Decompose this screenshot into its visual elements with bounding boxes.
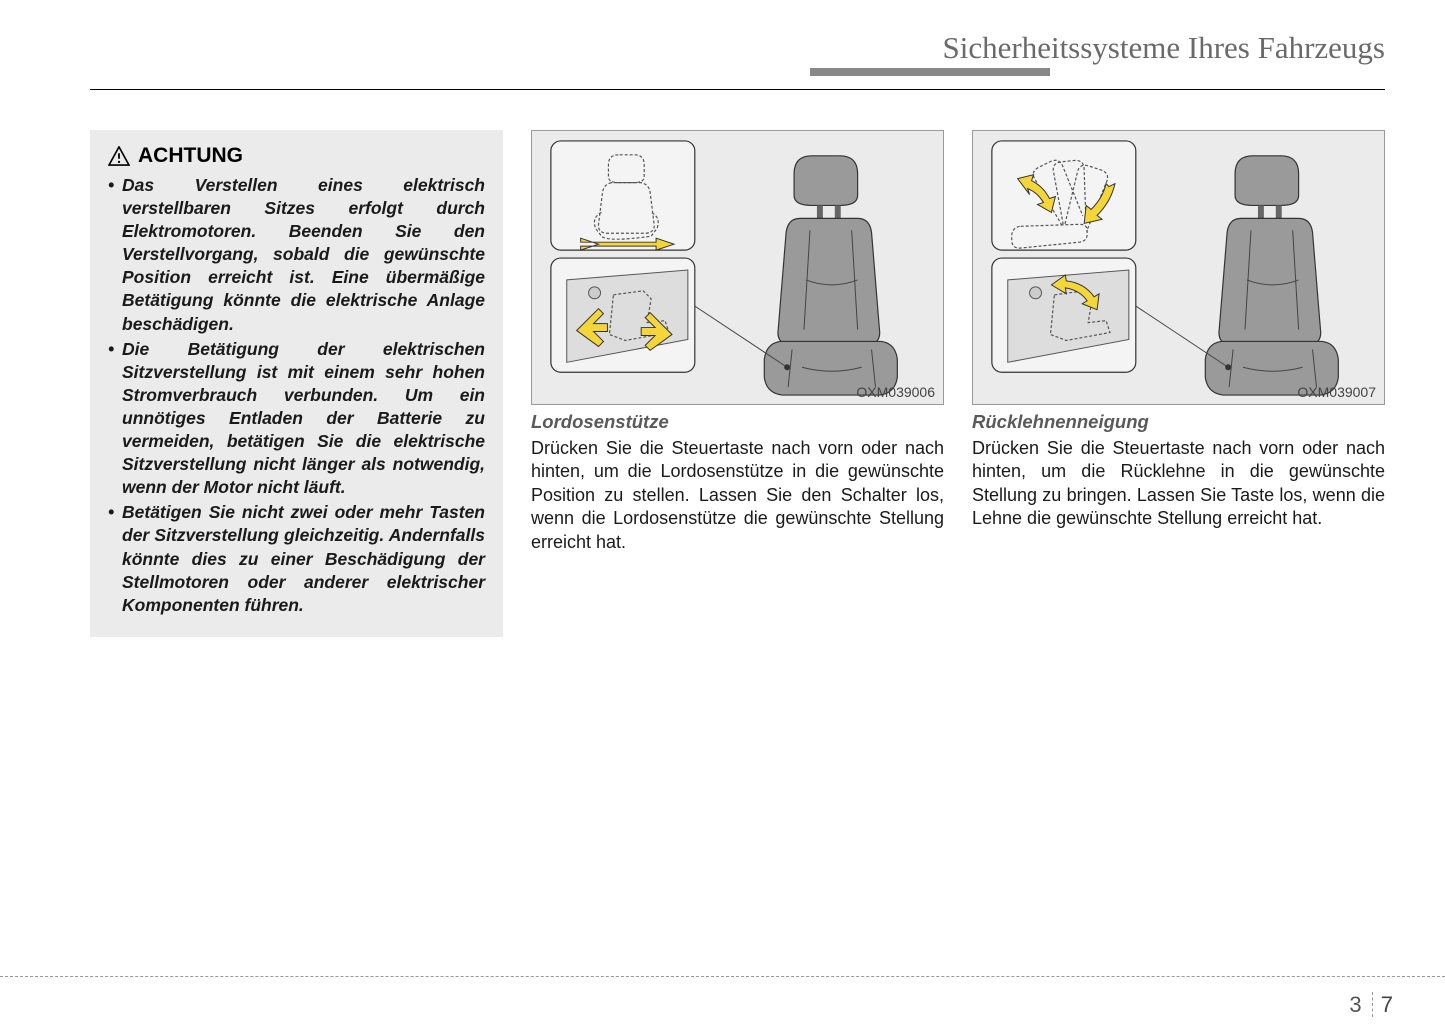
achtung-item: Das Verstellen eines elektrisch verstell… [108, 174, 485, 336]
figure-ruecklehne: OXM039007 [972, 130, 1385, 405]
section-heading-lordosen: Lordosenstütze [531, 411, 944, 433]
body-text-ruecklehne: Drücken Sie die Steuertaste nach vorn od… [972, 437, 1385, 531]
column-achtung: ACHTUNG Das Verstellen eines elektrisch … [90, 130, 503, 637]
figure-reference: OXM039007 [1297, 384, 1376, 400]
achtung-list: Das Verstellen eines elektrisch verstell… [108, 174, 485, 617]
page-footer: 3 7 [0, 976, 1445, 1026]
page: Sicherheitssysteme Ihres Fahrzeugs ACHTU… [0, 0, 1445, 1026]
seat-diagram-icon [532, 131, 943, 404]
section-heading-ruecklehne: Rücklehnenneigung [972, 411, 1385, 433]
achtung-heading: ACHTUNG [108, 144, 485, 168]
header-title: Sicherheitssysteme Ihres Fahrzeugs [943, 30, 1386, 66]
page-number-value: 7 [1372, 992, 1393, 1017]
body-text-lordosen: Drücken Sie die Steuertaste nach vorn od… [531, 437, 944, 554]
chapter-number: 3 [1349, 992, 1361, 1017]
achtung-box: ACHTUNG Das Verstellen eines elektrisch … [90, 130, 503, 637]
figure-reference: OXM039006 [856, 384, 935, 400]
achtung-title-text: ACHTUNG [138, 144, 243, 168]
warning-triangle-icon [108, 146, 130, 166]
header-decoration-bar [810, 68, 1050, 76]
content-columns: ACHTUNG Das Verstellen eines elektrisch … [90, 130, 1385, 637]
column-lordosen: OXM039006 Lordosenstütze Drücken Sie die… [531, 130, 944, 637]
achtung-item: Betätigen Sie nicht zwei oder mehr Taste… [108, 501, 485, 616]
column-ruecklehne: OXM039007 Rücklehnenneigung Drücken Sie … [972, 130, 1385, 637]
figure-lordosen: OXM039006 [531, 130, 944, 405]
achtung-item: Die Betätigung der elektrischen Sitzvers… [108, 338, 485, 500]
page-header: Sicherheitssysteme Ihres Fahrzeugs [90, 30, 1385, 90]
page-number: 3 7 [1349, 992, 1397, 1018]
seat-diagram-icon [973, 131, 1384, 404]
